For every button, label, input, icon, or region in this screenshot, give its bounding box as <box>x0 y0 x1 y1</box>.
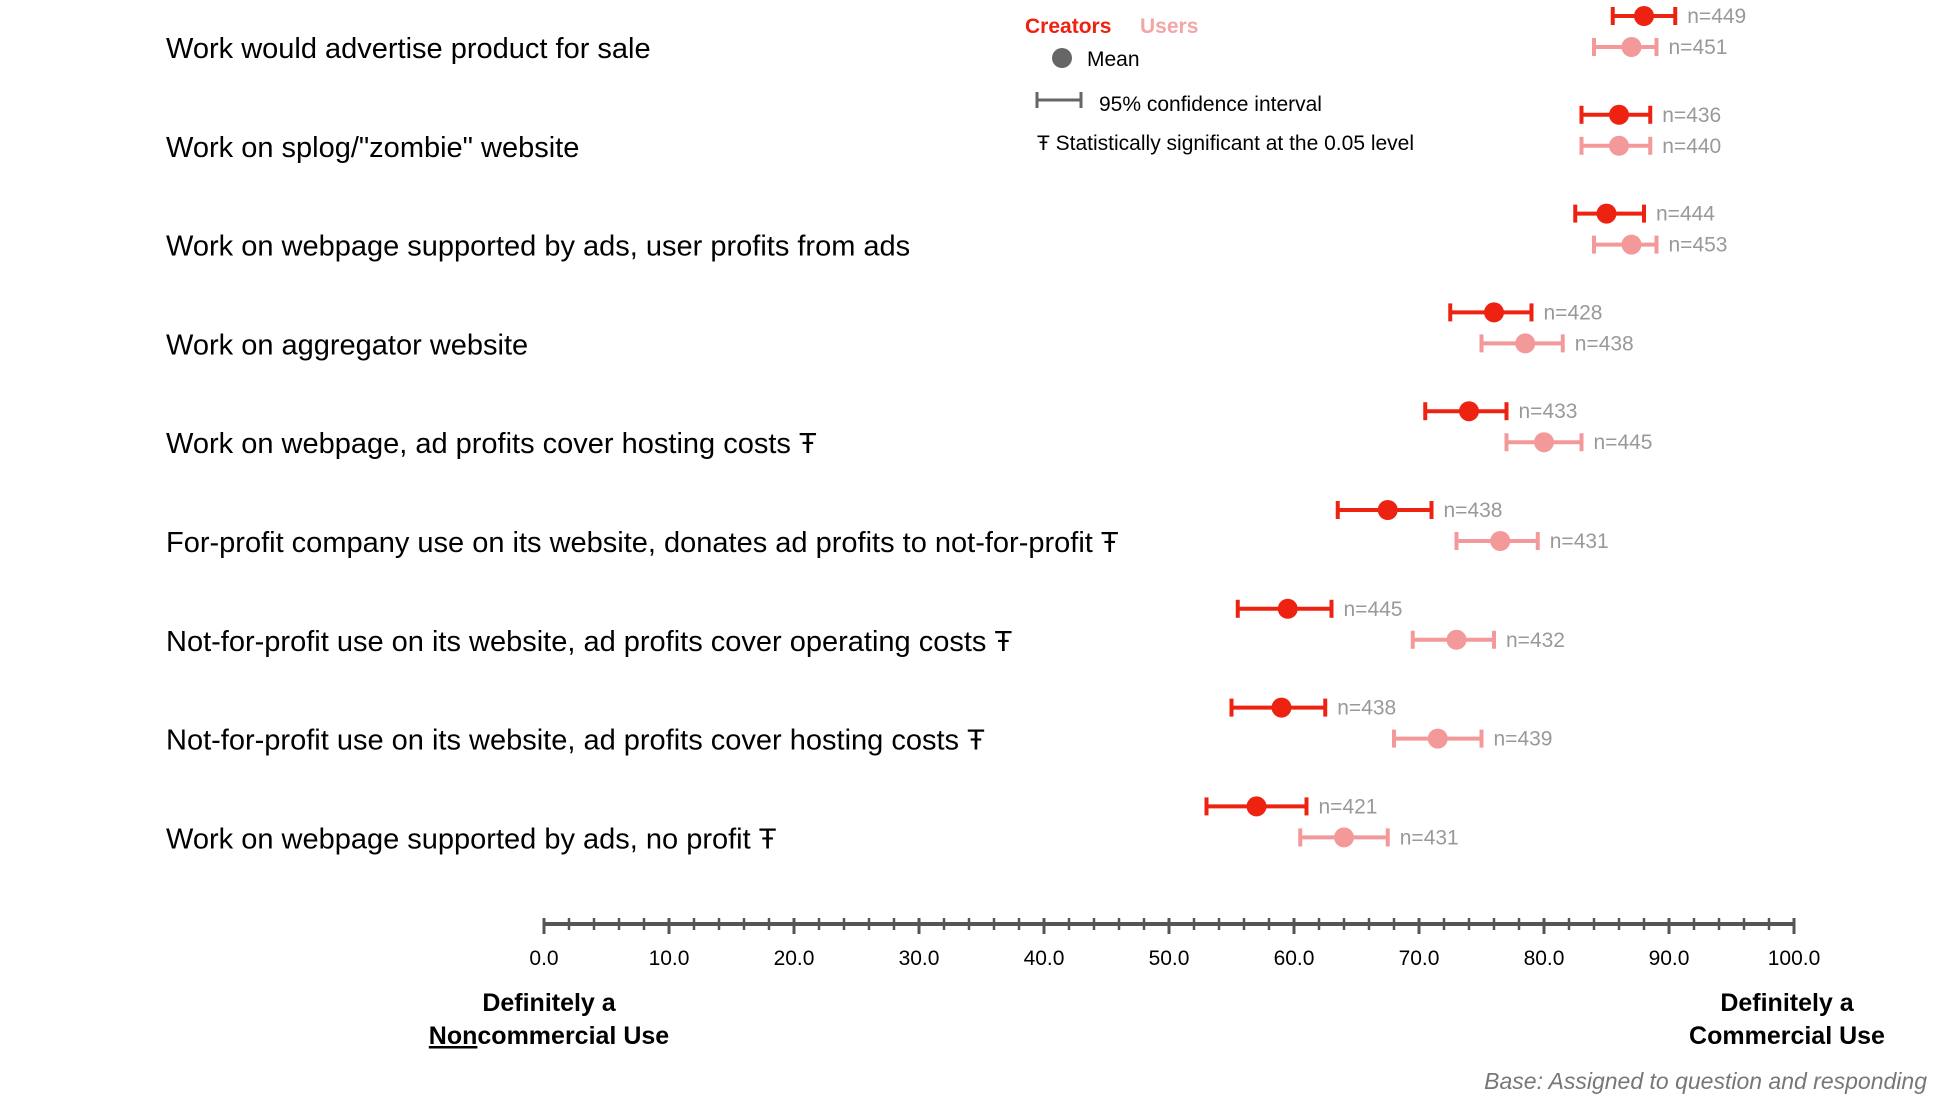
creators-mean-point <box>1277 598 1298 619</box>
anchor-right-line1: Definitely a <box>1720 989 1854 1017</box>
users-interval: n=451 <box>1592 36 1728 59</box>
legend-significance-label: Ŧ Statistically significant at the 0.05 … <box>1037 132 1414 155</box>
creators-interval: n=445 <box>1235 598 1403 621</box>
axis-anchor-labels: Definitely a Noncommercial Use Definitel… <box>429 989 1885 1050</box>
tick-label: 100.0 <box>1768 947 1821 970</box>
tick-label: 20.0 <box>774 947 815 970</box>
tick-label: 70.0 <box>1399 947 1440 970</box>
creators-n-label: n=449 <box>1687 5 1746 28</box>
creators-n-label: n=428 <box>1544 301 1603 324</box>
confidence-intervals: n=449 n=436 n=444 n=428 n=433 n=438 n=445 n=438… <box>1204 5 1746 849</box>
creators-mean-point <box>1246 796 1267 817</box>
category-label: Work on webpage supported by ads, user p… <box>166 231 910 263</box>
users-mean-point <box>1334 827 1354 848</box>
category-label: Work on webpage supported by ads, no pro… <box>166 823 777 855</box>
creators-n-label: n=438 <box>1444 499 1503 522</box>
creators-interval: n=438 <box>1335 499 1503 522</box>
category-label: For-profit company use on its website, d… <box>166 527 1119 559</box>
creators-mean-point <box>1634 6 1654 26</box>
creators-mean-point <box>1377 500 1398 520</box>
creators-mean-point <box>1596 203 1617 224</box>
tick-label: 90.0 <box>1649 947 1690 970</box>
users-n-label: n=440 <box>1662 135 1721 158</box>
anchor-left-line2: Noncommercial Use <box>429 1022 669 1050</box>
tick-label: 30.0 <box>899 947 940 970</box>
users-interval: n=438 <box>1479 332 1634 355</box>
users-interval: n=431 <box>1298 826 1459 849</box>
tick-label: 0.0 <box>529 947 558 970</box>
legend-mean-label: Mean <box>1087 48 1140 71</box>
legend-users-label: Users <box>1140 15 1198 38</box>
users-mean-point <box>1534 432 1554 453</box>
creators-interval: n=436 <box>1579 104 1721 127</box>
creators-interval: n=438 <box>1229 697 1396 720</box>
creators-interval: n=421 <box>1204 795 1378 818</box>
users-mean-point <box>1621 234 1642 255</box>
creators-mean-point <box>1459 401 1479 422</box>
users-mean-point <box>1621 37 1642 57</box>
base-note: Base: Assigned to question and respondin… <box>1484 1068 1927 1094</box>
creators-interval: n=428 <box>1448 301 1603 324</box>
legend-mean-marker <box>1052 48 1072 68</box>
users-interval: n=453 <box>1592 234 1728 257</box>
category-label: Work would advertise product for sale <box>166 33 651 65</box>
users-n-label: n=431 <box>1550 530 1609 553</box>
tick-label: 80.0 <box>1524 947 1565 970</box>
tick-label: 40.0 <box>1024 947 1065 970</box>
users-mean-point <box>1427 728 1448 749</box>
creators-n-label: n=445 <box>1344 598 1403 621</box>
legend-ci-marker <box>1035 92 1083 108</box>
users-n-label: n=439 <box>1494 728 1553 751</box>
creators-interval: n=449 <box>1610 5 1746 28</box>
creators-n-label: n=438 <box>1337 697 1396 720</box>
creators-n-label: n=433 <box>1519 400 1578 423</box>
category-label: Not-for-profit use on its website, ad pr… <box>166 725 985 757</box>
anchor-left-underlined: Non <box>429 1022 478 1050</box>
category-label: Work on aggregator website <box>166 329 528 361</box>
creators-n-label: n=421 <box>1319 795 1378 818</box>
category-label: Work on splog/"zombie" website <box>166 132 579 164</box>
anchor-left-rest: commercial Use <box>477 1022 669 1050</box>
creators-mean-point <box>1271 697 1292 718</box>
creators-interval: n=433 <box>1423 400 1578 423</box>
users-interval: n=431 <box>1454 530 1609 553</box>
anchor-left-line1: Definitely a <box>482 989 616 1017</box>
creators-n-label: n=444 <box>1656 203 1715 226</box>
legend-ci-label: 95% confidence interval <box>1099 93 1322 116</box>
x-axis: 0.0 10.0 20.0 30.0 40.0 50.0 60.0 70.0 80.0 90.0 1… <box>529 918 1820 970</box>
users-interval: n=445 <box>1504 431 1653 454</box>
users-mean-point <box>1490 531 1511 551</box>
creators-mean-point <box>1484 302 1504 323</box>
users-interval: n=440 <box>1579 135 1721 158</box>
users-mean-point <box>1515 333 1536 354</box>
creators-mean-point <box>1609 104 1629 125</box>
users-n-label: n=438 <box>1575 332 1634 355</box>
creators-n-label: n=436 <box>1662 104 1721 127</box>
users-n-label: n=453 <box>1669 234 1728 257</box>
users-n-label: n=445 <box>1594 431 1653 454</box>
users-n-label: n=431 <box>1400 826 1459 849</box>
users-mean-point <box>1446 629 1467 650</box>
users-mean-point <box>1609 135 1629 156</box>
category-label: Work on webpage, ad profits cover hostin… <box>166 428 817 460</box>
anchor-right-line2: Commercial Use <box>1689 1022 1885 1050</box>
users-interval: n=432 <box>1410 629 1565 652</box>
category-label: Not-for-profit use on its website, ad pr… <box>166 626 1012 658</box>
category-labels: Work would advertise product for sale Wor… <box>166 33 1119 855</box>
tick-label: 60.0 <box>1274 947 1315 970</box>
tick-label: 50.0 <box>1149 947 1190 970</box>
creators-interval: n=444 <box>1573 203 1715 226</box>
tick-label: 10.0 <box>649 947 690 970</box>
users-interval: n=439 <box>1392 728 1553 751</box>
users-n-label: n=432 <box>1506 629 1565 652</box>
users-n-label: n=451 <box>1669 36 1728 59</box>
legend-creators-label: Creators <box>1025 15 1111 38</box>
legend: Creators Users Mean 95% confidence inter… <box>1025 15 1414 155</box>
